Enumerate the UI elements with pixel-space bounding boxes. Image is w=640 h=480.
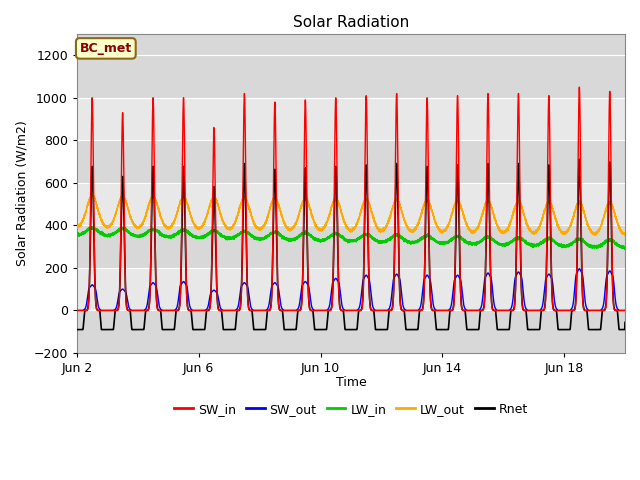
Bar: [77, 311, 625, 353]
Line: SW_out: SW_out: [77, 269, 625, 311]
LW_out: [511, 205, 518, 211]
LW_out: [526, 227, 534, 233]
Rnet: [289, 327, 296, 333]
SW_in: [289, 308, 296, 313]
Line: LW_out: LW_out: [77, 194, 625, 235]
LW_in: [511, 236, 518, 242]
LW_in: [621, 245, 629, 251]
SW_in: [511, 302, 518, 308]
Rnet: [484, 162, 492, 168]
Bar: [77, 98, 625, 140]
Bar: [77, 140, 625, 183]
LW_in: [506, 239, 513, 245]
Rnet: [526, 327, 534, 333]
LW_out: [591, 232, 598, 238]
LW_out: [289, 226, 296, 232]
LW_out: [506, 223, 513, 228]
Rnet: [73, 327, 81, 333]
SW_out: [304, 281, 312, 287]
Bar: [77, 55, 625, 98]
Title: Solar Radiation: Solar Radiation: [293, 15, 409, 30]
LW_out: [621, 232, 629, 238]
LW_in: [73, 232, 81, 238]
SW_in: [506, 308, 513, 313]
SW_in: [304, 264, 312, 270]
Bar: [77, 226, 625, 268]
Text: BC_met: BC_met: [80, 42, 132, 55]
LW_out: [484, 198, 492, 204]
SW_out: [506, 308, 513, 313]
SW_out: [621, 308, 629, 313]
SW_out: [289, 308, 296, 313]
Rnet: [511, 300, 518, 306]
LW_out: [89, 192, 97, 197]
Line: LW_in: LW_in: [77, 227, 625, 250]
SW_out: [575, 266, 583, 272]
X-axis label: Time: Time: [335, 376, 366, 389]
LW_in: [484, 235, 492, 241]
Y-axis label: Solar Radiation (W/m2): Solar Radiation (W/m2): [15, 120, 28, 266]
SW_in: [621, 308, 629, 313]
SW_out: [484, 270, 492, 276]
SW_in: [526, 308, 534, 313]
LW_in: [304, 232, 312, 238]
LW_out: [304, 199, 312, 205]
SW_out: [511, 278, 518, 284]
LW_in: [289, 237, 296, 243]
Legend: SW_in, SW_out, LW_in, LW_out, Rnet: SW_in, SW_out, LW_in, LW_out, Rnet: [169, 397, 533, 420]
Rnet: [575, 156, 583, 162]
SW_out: [526, 308, 534, 313]
Rnet: [506, 325, 513, 331]
SW_in: [484, 92, 492, 98]
LW_out: [73, 223, 81, 228]
SW_in: [575, 84, 583, 90]
LW_in: [526, 241, 534, 247]
Line: Rnet: Rnet: [77, 159, 625, 330]
Bar: [77, 268, 625, 311]
LW_in: [90, 224, 97, 230]
SW_out: [73, 308, 81, 313]
Rnet: [304, 268, 312, 274]
SW_in: [73, 308, 81, 313]
LW_in: [621, 247, 628, 252]
Rnet: [621, 320, 629, 325]
Bar: [77, 183, 625, 226]
Line: SW_in: SW_in: [77, 87, 625, 311]
